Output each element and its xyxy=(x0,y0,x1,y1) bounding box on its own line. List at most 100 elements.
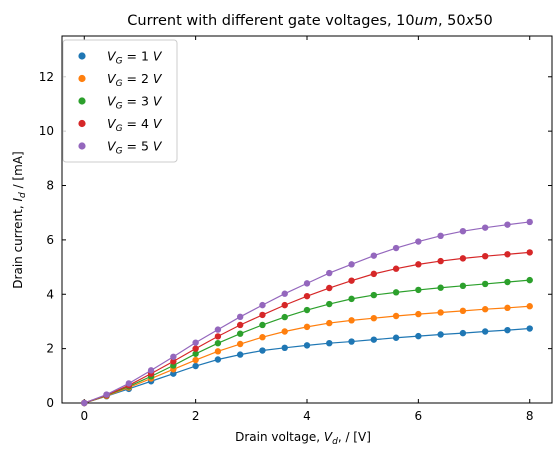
data-point xyxy=(504,251,511,258)
series-layer xyxy=(81,218,533,407)
legend: VG = 1 V VG = 2 V VG = 3 V VG = 4 V VG = 5 V xyxy=(62,39,178,163)
data-point xyxy=(236,321,244,329)
y-tick-label: 10 xyxy=(39,124,54,138)
data-point xyxy=(326,339,333,347)
data-point xyxy=(259,347,266,354)
data-point xyxy=(437,232,444,240)
data-point xyxy=(214,356,222,363)
data-point xyxy=(303,342,311,349)
data-point xyxy=(459,329,467,337)
data-point xyxy=(214,348,222,355)
data-point xyxy=(415,286,422,294)
data-point xyxy=(348,317,355,324)
data-point xyxy=(326,269,333,277)
data-point xyxy=(236,340,244,348)
x-tick-label: 6 xyxy=(415,409,423,423)
series-2 xyxy=(81,303,533,407)
legend-label: VG = 4 V xyxy=(107,116,163,134)
legend-box xyxy=(62,39,178,163)
data-point xyxy=(415,261,422,268)
data-point xyxy=(392,334,400,341)
data-point xyxy=(81,399,88,407)
data-point xyxy=(526,276,533,284)
data-point xyxy=(526,303,533,310)
data-point xyxy=(459,227,467,235)
data-point xyxy=(481,224,489,231)
x-tick-label: 8 xyxy=(526,409,534,423)
legend-entry: VG = 4 V xyxy=(78,116,163,134)
data-point xyxy=(370,270,378,278)
data-point xyxy=(281,290,288,297)
data-point xyxy=(437,284,444,291)
data-point xyxy=(348,295,355,303)
data-point xyxy=(125,380,133,387)
legend-entry: VG = 2 V xyxy=(78,71,163,89)
data-point xyxy=(437,331,444,338)
data-point xyxy=(170,353,177,360)
data-point xyxy=(481,306,489,313)
data-point xyxy=(437,257,444,265)
data-point xyxy=(281,328,288,335)
data-point xyxy=(303,323,311,331)
data-point xyxy=(459,255,467,262)
data-point xyxy=(437,309,444,316)
legend-marker xyxy=(78,74,86,83)
y-axis: 0 2 4 6 8 10 12 xyxy=(39,70,552,410)
data-point xyxy=(504,304,511,312)
data-point xyxy=(281,301,288,309)
legend-label: VG = 3 V xyxy=(107,94,163,112)
legend-marker xyxy=(78,142,86,150)
legend-marker xyxy=(78,97,86,105)
data-point xyxy=(192,345,199,352)
legend-label: VG = 1 V xyxy=(107,49,163,67)
data-point xyxy=(103,391,110,398)
data-point xyxy=(326,284,333,292)
y-tick-label: 0 xyxy=(46,396,54,410)
data-point xyxy=(526,325,533,332)
data-point xyxy=(370,291,378,299)
legend-entry: VG = 3 V xyxy=(78,94,163,112)
data-point xyxy=(370,336,378,343)
data-point xyxy=(303,292,311,300)
x-axis: 0 2 4 6 8 xyxy=(80,36,534,423)
data-point xyxy=(348,261,355,268)
data-point xyxy=(192,356,199,364)
data-point xyxy=(259,311,266,319)
x-tick-label: 4 xyxy=(303,409,311,423)
data-point xyxy=(392,265,400,272)
data-point xyxy=(192,339,199,346)
data-point xyxy=(481,280,489,288)
data-point xyxy=(303,306,311,314)
chart-title: Current with different gate voltages, 10… xyxy=(127,13,492,29)
data-point xyxy=(504,326,511,334)
data-point xyxy=(214,339,222,347)
data-point xyxy=(370,314,378,322)
data-point xyxy=(504,278,511,286)
data-point xyxy=(303,280,311,287)
data-point xyxy=(236,351,244,358)
data-point xyxy=(214,326,222,333)
x-tick-label: 0 xyxy=(80,409,88,423)
data-point xyxy=(392,289,400,296)
data-point xyxy=(281,344,288,352)
data-point xyxy=(526,218,533,226)
data-point xyxy=(481,328,489,335)
y-tick-label: 8 xyxy=(46,179,54,193)
series-line xyxy=(84,305,530,404)
legend-label: VG = 5 V xyxy=(107,139,163,157)
legend-marker xyxy=(78,119,86,128)
data-point xyxy=(504,221,511,228)
data-point xyxy=(170,358,177,365)
data-point xyxy=(526,249,533,256)
y-tick-label: 2 xyxy=(46,342,54,356)
y-tick-label: 12 xyxy=(39,70,54,84)
data-point xyxy=(214,333,222,340)
legend-entry: VG = 5 V xyxy=(78,139,163,157)
data-point xyxy=(348,338,355,345)
data-point xyxy=(259,301,266,309)
series-5 xyxy=(81,218,533,407)
data-point xyxy=(326,319,333,327)
series-1 xyxy=(81,325,533,407)
x-axis-label: Drain voltage, Vd, / [V] xyxy=(235,430,371,447)
